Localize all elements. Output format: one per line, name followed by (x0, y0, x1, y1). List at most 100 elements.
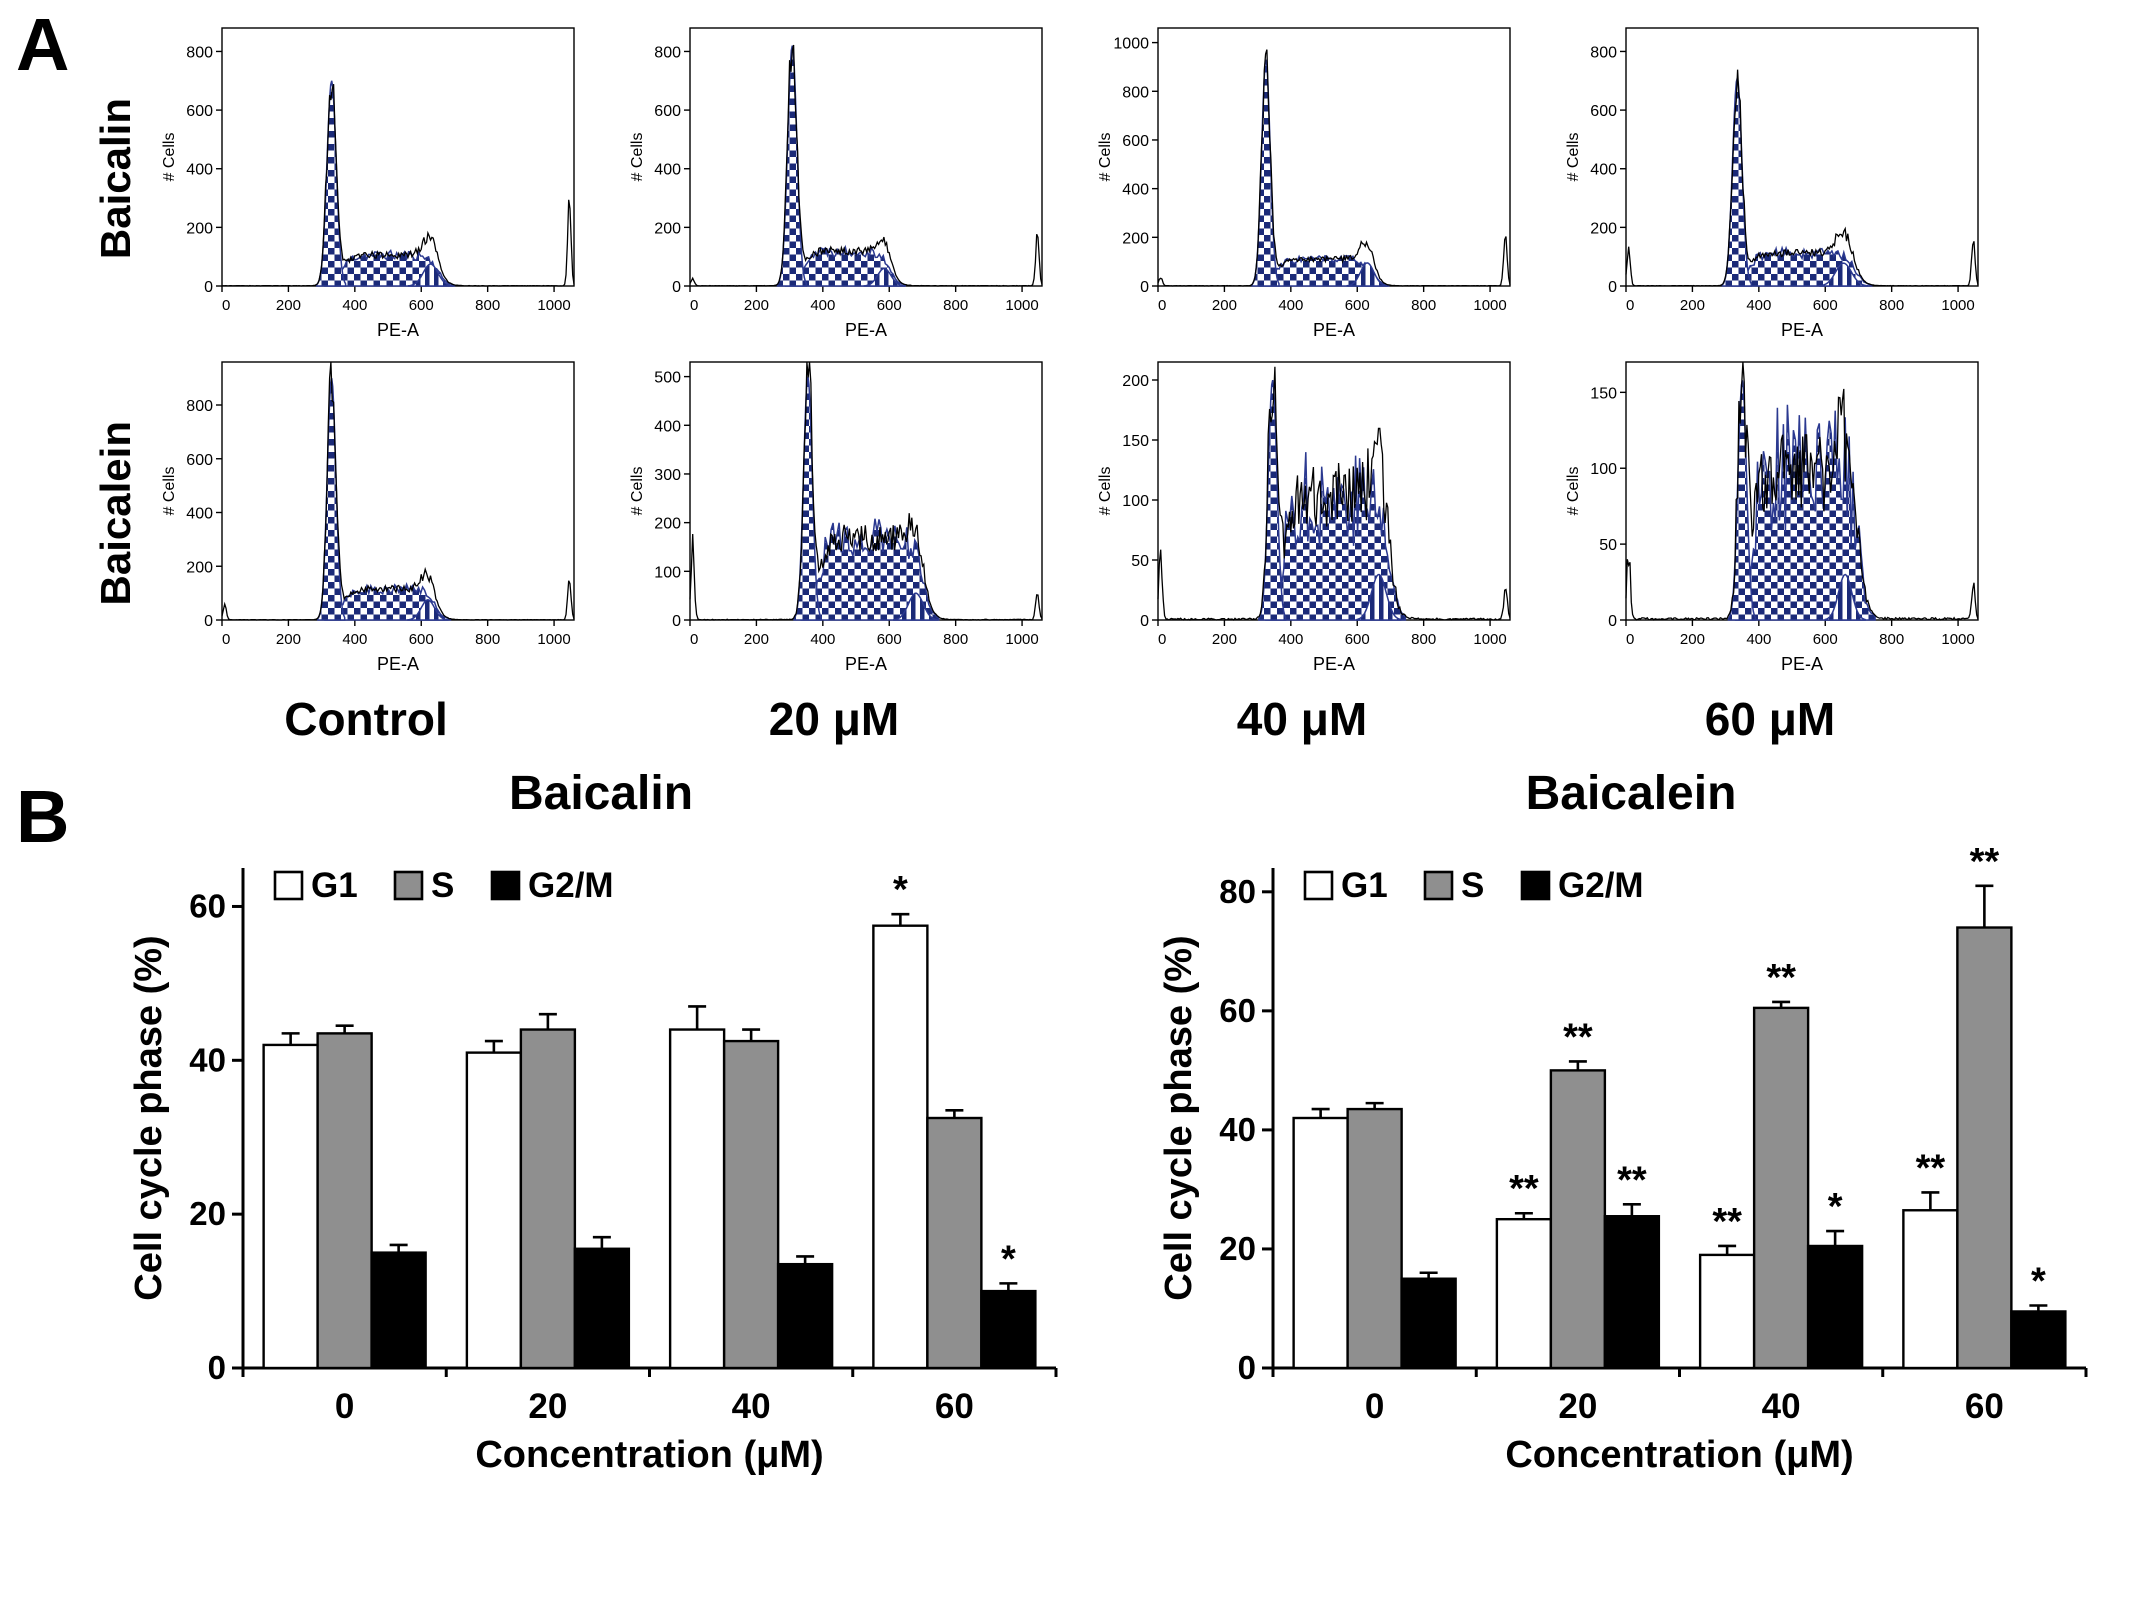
svg-text:150: 150 (1590, 385, 1617, 402)
legend-swatch-G2/M (1520, 870, 1551, 901)
chart-block-baicalein: Baicalein 0 20 40 60 80 0 20 40 60 ** ** ** ** ** * ** *… (1151, 766, 2111, 1488)
s-phase-region (1734, 404, 1876, 621)
significance-marker: ** (1617, 1159, 1647, 1201)
g2-peak (1824, 573, 1866, 621)
svg-text:1000: 1000 (537, 631, 570, 648)
histogram-outline (221, 84, 575, 287)
x-axis-label: PE-A (1781, 320, 1823, 340)
plot-frame (1625, 27, 1979, 287)
svg-text:200: 200 (654, 220, 681, 237)
svg-text:0: 0 (208, 1349, 226, 1386)
svg-text:40: 40 (1762, 1387, 1801, 1426)
legend-swatch-G2/M (490, 870, 521, 901)
significance-marker: ** (1970, 841, 2000, 883)
x-axis-label: PE-A (377, 654, 419, 674)
histogram-outline (689, 44, 1043, 287)
x-axis-label: PE-A (1781, 654, 1823, 674)
col-label-40um: 40 μM (1236, 693, 1368, 745)
chart-title-baicalin: Baicalin (508, 767, 694, 820)
svg-text:100: 100 (1590, 461, 1617, 478)
svg-text:50: 50 (1131, 553, 1149, 570)
bar-G1-60 (1902, 1209, 1959, 1370)
svg-text:600: 600 (877, 631, 902, 648)
svg-text:200: 200 (1122, 373, 1149, 390)
svg-text:200: 200 (186, 559, 213, 576)
g2-peak (407, 263, 454, 287)
svg-text:400: 400 (186, 162, 213, 179)
bar-G1-20 (465, 1051, 523, 1370)
svg-text:800: 800 (1879, 297, 1904, 314)
g2-peak (1818, 262, 1869, 287)
bar-S-20 (1549, 1069, 1607, 1370)
svg-text:40: 40 (189, 1041, 226, 1078)
svg-text:200: 200 (744, 631, 769, 648)
bar-S-60 (926, 1116, 983, 1370)
svg-text:600: 600 (409, 631, 434, 648)
svg-text:0: 0 (1238, 1349, 1256, 1386)
bar-S-0 (1346, 1107, 1403, 1370)
svg-text:600: 600 (1590, 103, 1617, 120)
svg-text:400: 400 (342, 297, 367, 314)
bar-S-0 (316, 1032, 373, 1370)
significance-marker: ** (1712, 1201, 1742, 1243)
significance-marker: * (2031, 1261, 2046, 1303)
plot-frame (689, 27, 1043, 287)
significance-marker: ** (1509, 1168, 1539, 1210)
flow-histogram: 0 200 400 600 800 0 200 400 600 800 1000 PE-A # Cell… (1565, 27, 1979, 340)
legend-swatch-S (393, 870, 424, 901)
svg-text:400: 400 (810, 297, 835, 314)
g2-peak (863, 267, 905, 287)
svg-text:600: 600 (1345, 297, 1370, 314)
bar-S-40 (722, 1039, 780, 1370)
svg-text:0: 0 (222, 631, 230, 648)
svg-text:200: 200 (1590, 220, 1617, 237)
svg-text:0: 0 (1365, 1387, 1384, 1426)
y-axis-label: # Cells (1097, 467, 1114, 516)
bar-chart-svg: 0 20 40 60 0 20 40 60 * * G1 S G2/M Concentration (μM… (128, 866, 1058, 1476)
x-axis-label: PE-A (377, 320, 419, 340)
flow-histogram: 0 200 400 600 800 0 200 400 600 800 1000 PE-A # Cell… (161, 27, 575, 340)
histogram-outline (1157, 49, 1511, 287)
svg-text:0: 0 (204, 279, 213, 296)
legend-label-S: S (1461, 866, 1484, 905)
x-axis-label: PE-A (1313, 320, 1355, 340)
svg-text:200: 200 (654, 516, 681, 533)
svg-text:400: 400 (1746, 631, 1771, 648)
svg-text:0: 0 (335, 1387, 354, 1426)
svg-text:100: 100 (654, 564, 681, 581)
g1-peak (1251, 59, 1280, 287)
bar-G2/M-20 (573, 1247, 631, 1370)
flow-grid: Baicalin 0 200 400 600 800 0 200 400 600 800 1000 P… (86, 14, 2150, 746)
col-label-20um: 20 μM (768, 693, 900, 745)
bar-G1-40 (668, 1028, 726, 1370)
svg-text:1000: 1000 (1473, 297, 1506, 314)
bar-chart-baicalin: 0 20 40 60 0 20 40 60 * * G1 S G2/M Concentration (μM… (121, 823, 1081, 1488)
y-axis-label: # Cells (629, 133, 646, 182)
panel-a-flow-cytometry: A Baicalin 0 200 400 600 800 0 200 400 600 800 100… (0, 0, 2150, 746)
svg-text:1000: 1000 (1941, 631, 1974, 648)
svg-text:600: 600 (877, 297, 902, 314)
significance-marker: ** (1766, 957, 1796, 999)
panel-b-label: B (16, 775, 70, 858)
plot-frame (221, 361, 575, 621)
bar-G2/M-20 (1603, 1215, 1661, 1370)
svg-text:1000: 1000 (1005, 297, 1038, 314)
chart-block-baicalin: Baicalin 0 20 40 60 0 20 40 60 * * G1 S G2/M Concentr… (121, 766, 1081, 1488)
svg-text:0: 0 (672, 613, 681, 630)
svg-text:800: 800 (475, 631, 500, 648)
bar-G1-40 (1698, 1253, 1756, 1370)
legend-label-G2/M: G2/M (528, 866, 614, 905)
bar-G1-20 (1495, 1217, 1553, 1370)
row-label-baicalin: Baicalin (92, 98, 139, 260)
svg-text:400: 400 (654, 418, 681, 435)
svg-text:0: 0 (1626, 297, 1634, 314)
svg-text:800: 800 (654, 44, 681, 61)
svg-text:400: 400 (1590, 162, 1617, 179)
svg-text:200: 200 (1122, 230, 1149, 247)
flow-histogram: 0 200 400 600 800 0 200 400 600 800 1000 PE-A # Cell… (161, 361, 575, 674)
svg-text:1000: 1000 (1941, 297, 1974, 314)
svg-text:50: 50 (1599, 537, 1617, 554)
flow-histogram: 0 200 400 600 800 0 200 400 600 800 1000 PE-A # Cell… (629, 27, 1043, 340)
